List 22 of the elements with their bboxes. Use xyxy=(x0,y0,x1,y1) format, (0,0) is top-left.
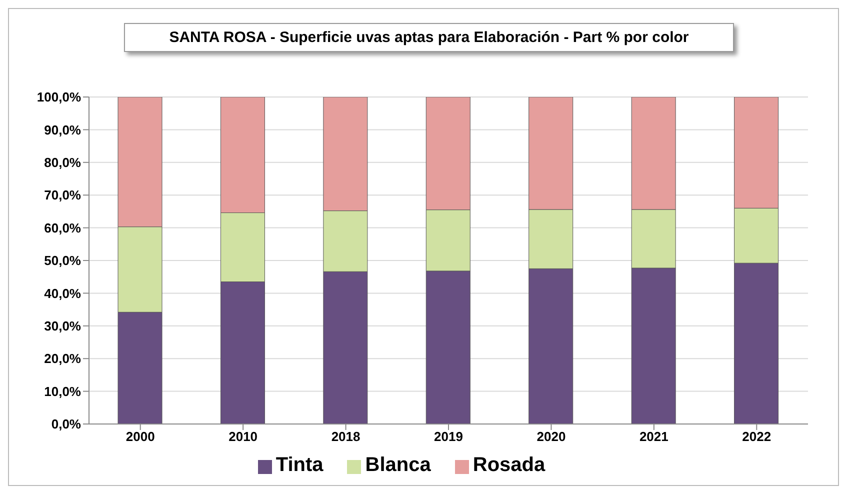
y-tick-label: 10,0% xyxy=(44,384,82,399)
y-tick-label: 80,0% xyxy=(44,155,82,170)
y-tick-label: 70,0% xyxy=(44,188,82,203)
x-tick-label: 2022 xyxy=(742,429,772,444)
x-tick-label: 2018 xyxy=(331,429,360,444)
x-tick-label: 2010 xyxy=(228,429,258,444)
legend-label: Tinta xyxy=(276,454,324,476)
x-tick-label: 2021 xyxy=(639,429,668,444)
y-tick-label: 20,0% xyxy=(44,351,82,366)
x-tick-label: 2000 xyxy=(126,429,155,444)
y-tick-label: 0,0% xyxy=(51,416,82,432)
y-tick-label: 100,0% xyxy=(36,90,82,105)
chart-title: SANTA ROSA - Superficie uvas aptas para Elaboración - Part % por color xyxy=(124,23,734,52)
legend-label: Blanca xyxy=(365,454,431,476)
y-tick-label: 60,0% xyxy=(44,220,82,236)
y-tick-label: 30,0% xyxy=(44,318,82,334)
y-tick-label: 40,0% xyxy=(44,286,82,301)
x-tick-label: 2020 xyxy=(536,429,566,444)
y-tick-label: 90,0% xyxy=(44,122,82,138)
y-tick-label: 50,0% xyxy=(44,253,82,268)
x-tick-label: 2019 xyxy=(434,429,463,444)
legend-label: Rosada xyxy=(472,454,546,476)
